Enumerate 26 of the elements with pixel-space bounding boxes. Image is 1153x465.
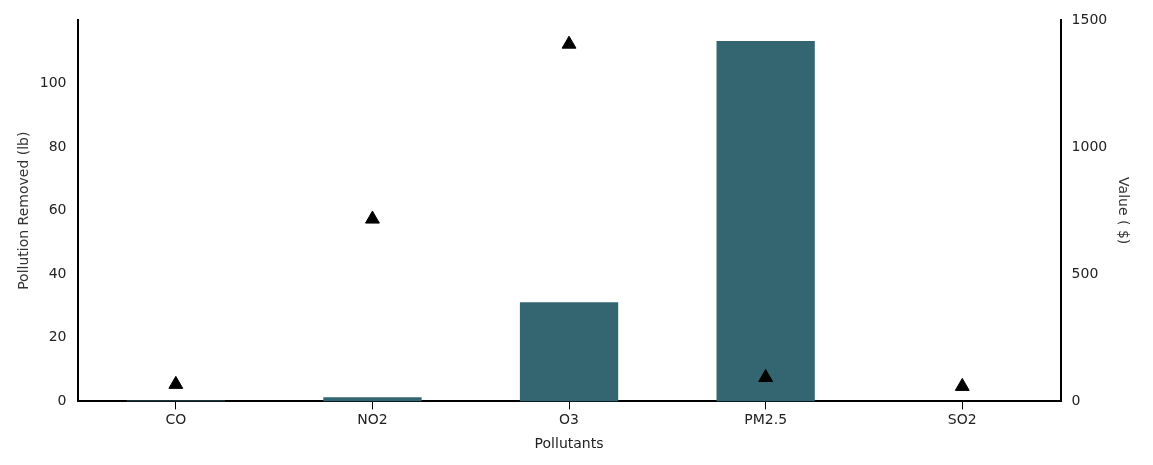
point <box>168 375 184 389</box>
y2-tick-label: 500 <box>1071 264 1099 281</box>
x-tick-label: PM2.5 <box>744 411 788 428</box>
x-tick-label: CO <box>165 411 187 428</box>
y-tick-label: 0 <box>57 392 67 409</box>
bar <box>323 397 422 402</box>
x-tick-label: O3 <box>559 411 580 428</box>
y2-axis-title: Value ( $) <box>1115 177 1132 245</box>
x-tick-label: SO2 <box>947 411 977 428</box>
point <box>954 377 970 391</box>
y2-tick-label: 0 <box>1071 392 1081 409</box>
y-tick-label: 20 <box>48 328 67 345</box>
y-tick-label: 100 <box>39 74 67 91</box>
y-tick-label: 40 <box>48 264 67 281</box>
y-tick-label: 80 <box>48 137 67 154</box>
bar <box>716 40 815 402</box>
point <box>758 369 774 382</box>
point <box>561 35 577 49</box>
bar <box>519 302 619 402</box>
x-axis-title: Pollutants <box>534 435 604 452</box>
y-tick-label: 60 <box>48 201 67 218</box>
y2-tick-label: 1500 <box>1071 10 1108 27</box>
point <box>365 210 380 224</box>
y2-tick-label: 1000 <box>1071 137 1108 154</box>
y-axis-title: Pollution Removed (lb) <box>15 131 32 290</box>
x-tick-label: NO2 <box>357 411 388 428</box>
